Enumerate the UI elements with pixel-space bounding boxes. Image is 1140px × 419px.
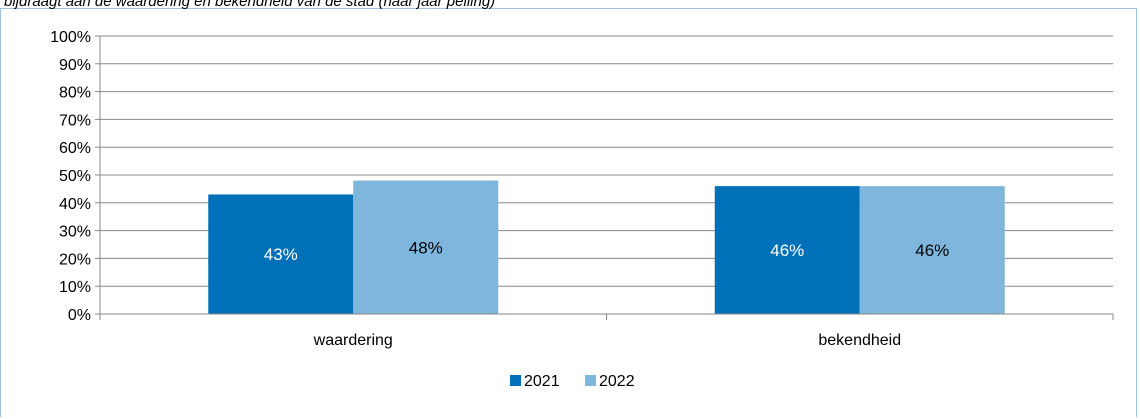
y-tick-label: 10%	[59, 279, 91, 296]
y-tick-label: 0%	[68, 307, 91, 324]
chart-frame	[0, 8, 1137, 417]
y-tick-label: 20%	[59, 251, 91, 268]
legend-label: 2022	[599, 373, 635, 390]
bar-2021-bekendheid	[714, 186, 860, 314]
y-tick-label: 70%	[59, 112, 91, 129]
legend-label: 2021	[524, 373, 560, 390]
bar-2022-bekendheid	[859, 186, 1005, 314]
y-tick-label: 50%	[59, 168, 91, 185]
y-tick-label: 80%	[59, 85, 91, 102]
legend-swatch	[585, 375, 596, 386]
data-label: 43%	[264, 245, 298, 264]
y-tick-label: 40%	[59, 196, 91, 213]
data-label: 46%	[770, 241, 804, 260]
x-category-label: waardering	[313, 332, 393, 349]
bar-2022-waardering	[353, 180, 499, 314]
y-tick-label: 90%	[59, 57, 91, 74]
y-tick-label: 60%	[59, 140, 91, 157]
bar-2021-waardering	[208, 194, 354, 314]
y-tick-label: 30%	[59, 224, 91, 241]
y-tick-label: 100%	[50, 29, 91, 46]
data-label: 48%	[409, 238, 443, 257]
data-label: 46%	[915, 241, 949, 260]
legend-swatch	[510, 375, 521, 386]
x-category-label: bekendheid	[818, 332, 901, 349]
chart-caption: bijdraagt aan de waardering en bekendhei…	[4, 0, 496, 10]
